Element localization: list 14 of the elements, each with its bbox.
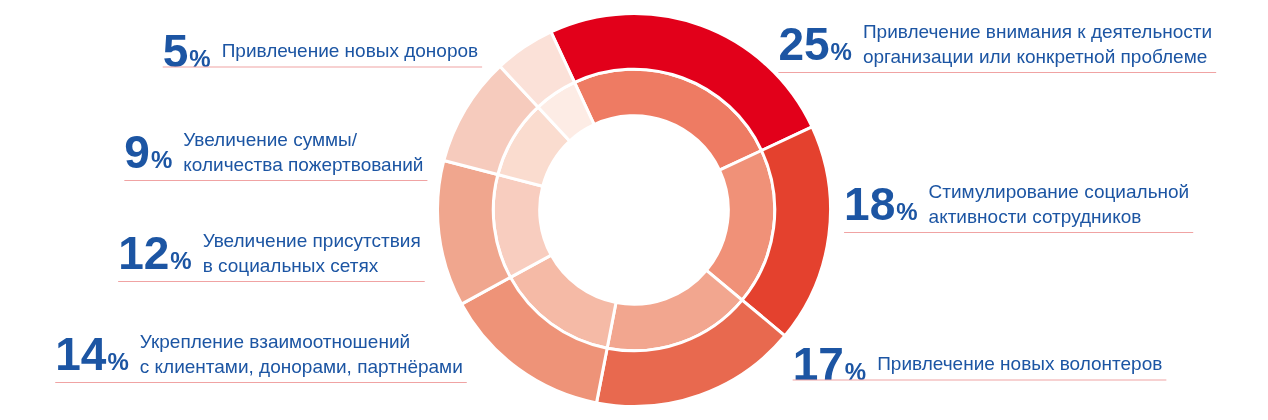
- slice-label: Привлечение новых волонтеров: [877, 353, 1163, 374]
- data-label: 5%: [162, 25, 211, 77]
- data-label: 12%: [118, 227, 192, 279]
- data-label: 18%: [844, 178, 918, 230]
- slice-label: Увеличение суммы/ количества пожертвований: [183, 128, 424, 175]
- data-label: 9%: [124, 126, 173, 178]
- slice-label: Привлечение новых доноров: [221, 40, 479, 61]
- data-label: 25%: [778, 18, 852, 70]
- data-label: 14%: [55, 328, 129, 380]
- data-label: 17%: [792, 338, 867, 390]
- slice-label: Укрепление взаимоотношений с клиентами, донорами, партнёрами: [139, 330, 463, 377]
- slice-label: Привлечение внимания к деятельности организации или конкретной проблеме: [862, 20, 1213, 67]
- slice-label: Стимулирование социальной активности сотрудников: [928, 180, 1190, 227]
- slice-label: Увеличение присутствия в социальных сетях: [202, 229, 421, 276]
